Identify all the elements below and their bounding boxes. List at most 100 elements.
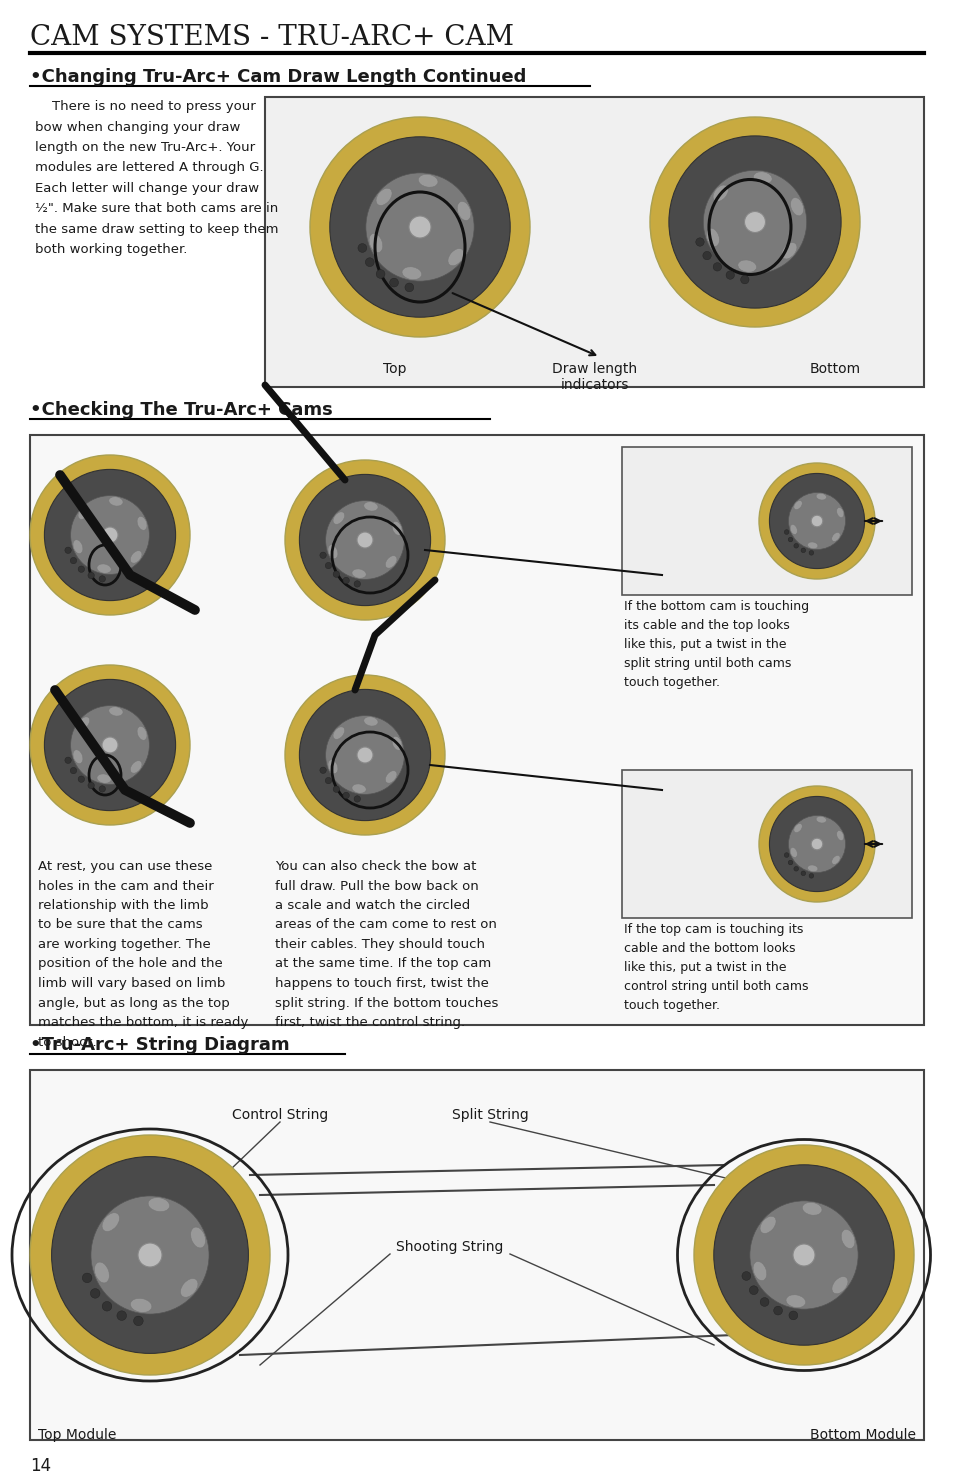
Circle shape bbox=[342, 577, 349, 584]
Circle shape bbox=[702, 170, 806, 274]
Circle shape bbox=[71, 496, 150, 574]
Circle shape bbox=[787, 860, 792, 864]
Circle shape bbox=[810, 515, 821, 527]
Text: •Tru-Arc+ String Diagram: •Tru-Arc+ String Diagram bbox=[30, 1035, 290, 1055]
Ellipse shape bbox=[781, 242, 796, 260]
Circle shape bbox=[51, 1156, 248, 1354]
Ellipse shape bbox=[836, 507, 843, 518]
Ellipse shape bbox=[753, 171, 771, 184]
Ellipse shape bbox=[328, 544, 337, 559]
Ellipse shape bbox=[793, 500, 801, 510]
Ellipse shape bbox=[836, 830, 843, 841]
Circle shape bbox=[409, 215, 431, 237]
Circle shape bbox=[91, 1196, 209, 1314]
Ellipse shape bbox=[831, 1276, 847, 1294]
Ellipse shape bbox=[363, 717, 377, 726]
Ellipse shape bbox=[806, 864, 817, 872]
Circle shape bbox=[783, 853, 788, 857]
Ellipse shape bbox=[72, 540, 83, 553]
Bar bbox=[621, 447, 911, 594]
Circle shape bbox=[133, 1316, 143, 1326]
Circle shape bbox=[749, 1201, 857, 1310]
Circle shape bbox=[299, 689, 430, 820]
Circle shape bbox=[788, 1311, 797, 1320]
Circle shape bbox=[668, 136, 841, 308]
Circle shape bbox=[760, 1298, 768, 1307]
Ellipse shape bbox=[806, 541, 817, 549]
Circle shape bbox=[88, 782, 94, 789]
Ellipse shape bbox=[109, 497, 123, 506]
Text: Bottom: Bottom bbox=[808, 361, 860, 376]
Ellipse shape bbox=[180, 1279, 197, 1298]
Ellipse shape bbox=[148, 1198, 170, 1211]
Circle shape bbox=[102, 738, 118, 754]
Circle shape bbox=[285, 460, 444, 620]
Circle shape bbox=[88, 572, 94, 578]
Circle shape bbox=[65, 757, 71, 764]
Circle shape bbox=[695, 237, 703, 246]
Ellipse shape bbox=[831, 855, 840, 864]
Ellipse shape bbox=[352, 569, 366, 578]
Circle shape bbox=[310, 117, 530, 336]
Ellipse shape bbox=[392, 736, 401, 751]
Ellipse shape bbox=[328, 760, 337, 773]
Circle shape bbox=[787, 493, 844, 550]
Circle shape bbox=[117, 1311, 127, 1320]
Ellipse shape bbox=[137, 726, 147, 740]
Text: •Changing Tru-Arc+ Cam Draw Length Continued: •Changing Tru-Arc+ Cam Draw Length Conti… bbox=[30, 68, 526, 86]
Circle shape bbox=[713, 263, 720, 271]
Circle shape bbox=[769, 473, 863, 568]
Text: 14: 14 bbox=[30, 1457, 51, 1475]
Ellipse shape bbox=[131, 550, 142, 563]
Circle shape bbox=[45, 680, 175, 811]
Ellipse shape bbox=[448, 248, 463, 266]
Circle shape bbox=[759, 463, 874, 580]
Circle shape bbox=[649, 117, 859, 327]
Circle shape bbox=[91, 1289, 100, 1298]
Circle shape bbox=[375, 270, 385, 279]
Ellipse shape bbox=[841, 1229, 854, 1248]
Circle shape bbox=[741, 1271, 750, 1280]
Ellipse shape bbox=[97, 774, 112, 783]
Circle shape bbox=[793, 543, 798, 549]
Circle shape bbox=[748, 1286, 758, 1295]
Circle shape bbox=[365, 258, 374, 267]
Ellipse shape bbox=[131, 761, 142, 773]
Ellipse shape bbox=[815, 816, 825, 823]
Circle shape bbox=[319, 767, 326, 773]
Circle shape bbox=[725, 271, 734, 279]
Circle shape bbox=[30, 1134, 270, 1375]
Ellipse shape bbox=[352, 783, 366, 794]
Circle shape bbox=[759, 786, 874, 903]
Text: Draw length
indicators: Draw length indicators bbox=[552, 361, 637, 392]
Circle shape bbox=[71, 705, 150, 785]
Circle shape bbox=[366, 173, 474, 282]
Circle shape bbox=[325, 777, 332, 783]
Text: CAM SYSTEMS - TRU-ARC+ CAM: CAM SYSTEMS - TRU-ARC+ CAM bbox=[30, 24, 514, 52]
Ellipse shape bbox=[737, 260, 756, 273]
Ellipse shape bbox=[385, 770, 396, 783]
Circle shape bbox=[102, 1301, 112, 1311]
Text: There is no need to press your
bow when changing your draw
length on the new Tru: There is no need to press your bow when … bbox=[35, 100, 278, 257]
Text: Split String: Split String bbox=[451, 1108, 528, 1122]
Ellipse shape bbox=[72, 749, 83, 764]
Circle shape bbox=[743, 211, 764, 233]
Circle shape bbox=[285, 676, 444, 835]
Text: You can also check the bow at
full draw. Pull the bow back on
a scale and watch : You can also check the bow at full draw.… bbox=[274, 860, 497, 1030]
Circle shape bbox=[45, 469, 175, 600]
Circle shape bbox=[299, 475, 430, 606]
Circle shape bbox=[354, 581, 360, 587]
Circle shape bbox=[773, 1307, 781, 1316]
Circle shape bbox=[389, 279, 398, 288]
Ellipse shape bbox=[705, 229, 719, 246]
Ellipse shape bbox=[333, 727, 344, 739]
Circle shape bbox=[693, 1145, 913, 1364]
Circle shape bbox=[357, 243, 366, 252]
Circle shape bbox=[71, 767, 76, 774]
Text: Top: Top bbox=[383, 361, 406, 376]
Circle shape bbox=[808, 550, 813, 555]
Ellipse shape bbox=[191, 1227, 205, 1248]
Circle shape bbox=[82, 1273, 91, 1283]
Ellipse shape bbox=[417, 174, 437, 187]
Circle shape bbox=[792, 1243, 814, 1266]
